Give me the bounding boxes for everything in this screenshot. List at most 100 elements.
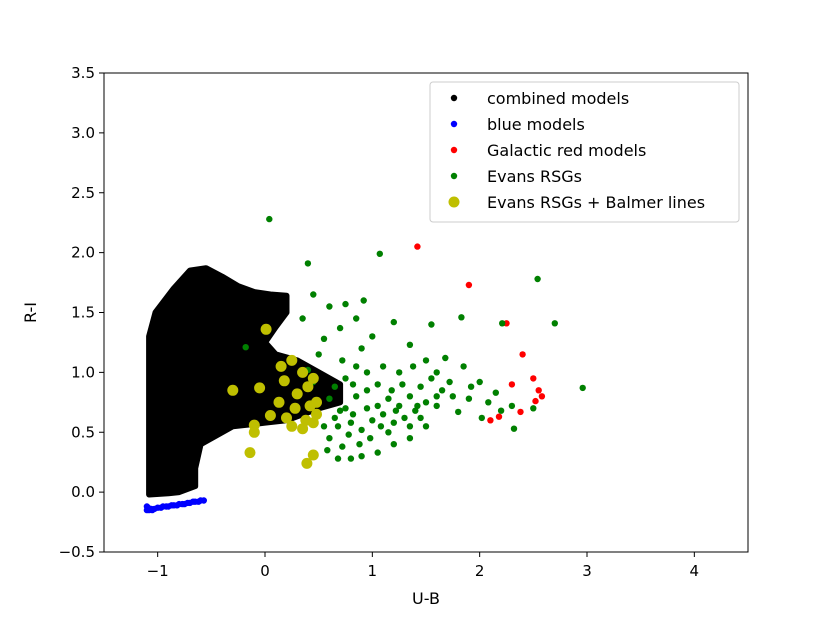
legend-marker: [450, 94, 458, 102]
point-evans-rsgs-68: [412, 407, 419, 414]
point-evans-rsgs-balmer-lines-3: [275, 360, 287, 372]
point-evans-rsgs-balmer-lines-18: [286, 420, 298, 432]
point-evans-rsgs-22: [442, 354, 449, 362]
point-evans-rsgs-balmer-lines-23: [307, 449, 319, 461]
point-evans-rsgs-49: [417, 383, 424, 390]
point-evans-rsgs-36: [358, 453, 365, 460]
axes: −1 0 1 2 3 4 −0.5 0.0 0.5 1.0 1.5 2.0 2.5 3.0 3.5: [59, 64, 700, 580]
legend-entry: blue models: [487, 115, 585, 134]
point-evans-rsgs-54: [396, 369, 403, 376]
point-evans-rsgs-73: [385, 429, 392, 436]
point-evans-rsgs-5: [551, 320, 558, 327]
point-evans-rsgs-60: [326, 395, 333, 402]
point-evans-rsgs-89: [497, 407, 505, 414]
point-evans-rsgs-93: [242, 344, 249, 351]
point-evans-rsgs-28: [510, 425, 518, 432]
point-evans-rsgs-51: [438, 387, 446, 394]
point-evans-rsgs-3: [534, 275, 541, 283]
plot-area: [143, 215, 586, 514]
point-evans-rsgs-85: [433, 369, 440, 376]
point-evans-rsgs-66: [390, 419, 397, 426]
point-evans-rsgs-71: [417, 414, 424, 422]
point-evans-rsgs-96: [349, 411, 357, 418]
point-galactic-red-models-8: [508, 381, 516, 388]
legend-marker: [450, 172, 458, 180]
point-evans-rsgs-balmer-lines-14: [281, 412, 292, 424]
point-evans-rsgs-52: [449, 393, 456, 400]
x-tick-label: 1: [368, 562, 378, 580]
x-tick-label: 4: [690, 562, 700, 580]
point-evans-rsgs-62: [347, 419, 355, 426]
legend-entry: Evans RSGs: [487, 167, 582, 186]
point-evans-rsgs-balmer-lines-21: [311, 396, 322, 408]
point-evans-rsgs-83: [339, 357, 346, 364]
point-evans-rsgs-55: [379, 363, 387, 370]
point-evans-rsgs-30: [455, 408, 462, 416]
point-evans-rsgs-33: [406, 435, 414, 442]
point-evans-rsgs-69: [422, 399, 430, 406]
point-evans-rsgs-35: [374, 449, 381, 456]
point-evans-rsgs-17: [320, 335, 328, 342]
point-evans-rsgs-16: [336, 324, 344, 332]
point-evans-rsgs-0: [266, 215, 273, 223]
point-evans-rsgs-4: [579, 384, 586, 392]
point-evans-rsgs-95: [334, 455, 342, 462]
point-evans-rsgs-38: [339, 443, 346, 450]
point-galactic-red-models-1: [465, 281, 473, 289]
x-tick-label: −1: [147, 562, 169, 580]
point-evans-rsgs-41: [331, 414, 338, 422]
point-evans-rsgs-13: [353, 315, 360, 322]
point-evans-rsgs-76: [345, 431, 352, 438]
point-evans-rsgs-61: [336, 407, 344, 414]
x-axis-label: U-B: [412, 589, 440, 608]
point-evans-rsgs-72: [406, 423, 414, 430]
point-evans-rsgs-45: [374, 381, 381, 388]
legend-entry: Evans RSGs + Balmer lines: [487, 193, 705, 212]
series-combined-models-region: [146, 265, 344, 498]
point-evans-rsgs-90: [315, 351, 322, 358]
point-evans-rsgs-59: [331, 383, 338, 390]
point-evans-rsgs-40: [320, 423, 328, 430]
point-evans-rsgs-23: [460, 363, 467, 370]
point-evans-rsgs-20: [406, 341, 414, 348]
point-evans-rsgs-87: [467, 383, 475, 390]
point-evans-rsgs-79: [363, 405, 371, 412]
point-evans-rsgs-10: [326, 303, 333, 310]
point-evans-rsgs-balmer-lines-17: [248, 426, 260, 438]
point-evans-rsgs-19: [358, 345, 365, 352]
point-evans-rsgs-56: [363, 369, 371, 376]
point-evans-rsgs-34: [390, 441, 397, 448]
point-evans-rsgs-39: [326, 435, 333, 442]
y-tick-label: 1.0: [71, 363, 95, 381]
legend-marker: [448, 196, 460, 208]
point-evans-rsgs-86: [446, 378, 453, 386]
point-evans-rsgs-balmer-lines-25: [278, 375, 290, 387]
y-tick-label: 1.5: [71, 304, 95, 322]
point-evans-rsgs-58: [342, 375, 349, 382]
point-evans-rsgs-46: [385, 395, 392, 402]
x-tick-label: 3: [582, 562, 592, 580]
point-evans-rsgs-47: [396, 402, 403, 410]
point-evans-rsgs-1: [304, 260, 312, 267]
point-evans-rsgs-50: [428, 375, 435, 382]
point-evans-rsgs-8: [428, 321, 435, 328]
point-galactic-red-models-3: [519, 351, 526, 358]
point-evans-rsgs-81: [399, 381, 406, 388]
point-evans-rsgs-11: [342, 300, 349, 308]
x-tick-label: 2: [475, 562, 485, 580]
point-evans-rsgs-14: [390, 318, 397, 326]
point-evans-rsgs-18: [299, 315, 306, 322]
point-evans-rsgs-80: [388, 387, 395, 394]
legend-marker: [450, 146, 458, 154]
point-evans-rsgs-7: [458, 314, 465, 321]
point-evans-rsgs-balmer-lines-9: [273, 396, 285, 408]
point-evans-rsgs-15: [369, 333, 376, 340]
legend-box: [429, 81, 740, 223]
point-evans-rsgs-43: [353, 393, 360, 400]
point-evans-rsgs-67: [401, 414, 408, 422]
point-evans-rsgs-9: [310, 291, 317, 298]
point-evans-rsgs-balmer-lines-22: [244, 447, 256, 459]
point-evans-rsgs-25: [492, 389, 499, 396]
point-evans-rsgs-balmer-lines-7: [302, 381, 314, 393]
